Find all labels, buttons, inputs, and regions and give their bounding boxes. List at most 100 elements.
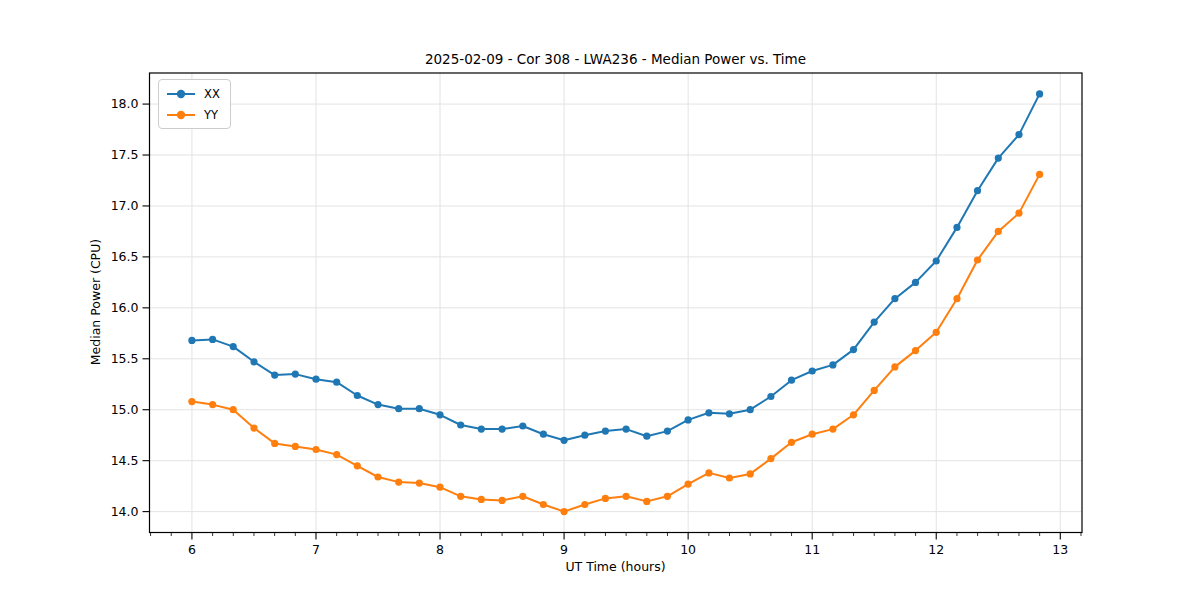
figure: 2025-02-09 - Cor 308 - LWA236 - Median P… xyxy=(0,0,1200,600)
data-point-XX xyxy=(230,343,237,350)
data-point-YY xyxy=(478,496,485,503)
data-point-XX xyxy=(664,428,671,435)
data-point-YY xyxy=(1036,171,1043,178)
data-point-XX xyxy=(416,405,423,412)
data-point-XX xyxy=(726,410,733,417)
data-point-XX xyxy=(788,377,795,384)
data-point-YY xyxy=(209,401,216,408)
data-point-XX xyxy=(436,411,443,418)
data-point-XX xyxy=(292,371,299,378)
y-tick-label: 17.5 xyxy=(111,147,139,162)
x-tick-label: 12 xyxy=(928,542,944,557)
data-point-XX xyxy=(478,426,485,433)
data-point-XX xyxy=(602,428,609,435)
data-point-YY xyxy=(292,443,299,450)
legend-item-XX: XX xyxy=(166,83,220,104)
data-point-XX xyxy=(271,372,278,379)
data-point-XX xyxy=(891,295,898,302)
data-point-YY xyxy=(374,473,381,480)
y-tick-label: 15.0 xyxy=(111,402,139,417)
data-point-XX xyxy=(1036,90,1043,97)
data-point-XX xyxy=(312,376,319,383)
y-tick-label: 15.5 xyxy=(111,351,139,366)
data-point-XX xyxy=(561,437,568,444)
x-tick-label: 8 xyxy=(436,542,444,557)
data-point-XX xyxy=(581,432,588,439)
x-tick-label: 13 xyxy=(1052,542,1068,557)
data-point-YY xyxy=(540,501,547,508)
data-point-YY xyxy=(747,470,754,477)
data-point-YY xyxy=(995,228,1002,235)
data-point-XX xyxy=(912,279,919,286)
data-point-XX xyxy=(705,409,712,416)
data-point-XX xyxy=(499,426,506,433)
x-axis-label: UT Time (hours) xyxy=(149,559,1082,574)
data-point-YY xyxy=(809,431,816,438)
legend-label: YY xyxy=(204,108,218,122)
x-tick-label: 10 xyxy=(680,542,696,557)
legend-label: XX xyxy=(204,87,220,101)
y-tick-label: 14.5 xyxy=(111,453,139,468)
legend-marker-XX xyxy=(166,87,196,101)
data-point-YY xyxy=(685,481,692,488)
data-point-XX xyxy=(995,155,1002,162)
data-point-YY xyxy=(643,498,650,505)
data-point-YY xyxy=(271,440,278,447)
x-tick-label: 7 xyxy=(312,542,320,557)
x-tick-label: 6 xyxy=(188,542,196,557)
data-point-YY xyxy=(933,329,940,336)
data-point-YY xyxy=(250,425,257,432)
data-point-YY xyxy=(953,295,960,302)
y-tick-label: 17.0 xyxy=(111,198,139,213)
data-point-XX xyxy=(354,392,361,399)
legend-item-YY: YY xyxy=(166,104,220,125)
data-point-YY xyxy=(354,462,361,469)
data-point-XX xyxy=(829,361,836,368)
data-point-XX xyxy=(374,401,381,408)
data-point-YY xyxy=(519,493,526,500)
data-point-XX xyxy=(623,426,630,433)
data-point-XX xyxy=(250,358,257,365)
data-point-YY xyxy=(788,439,795,446)
legend: XX YY xyxy=(158,79,231,129)
legend-marker-YY xyxy=(166,108,196,122)
data-point-YY xyxy=(912,347,919,354)
data-point-XX xyxy=(643,433,650,440)
data-point-XX xyxy=(685,416,692,423)
data-point-XX xyxy=(747,406,754,413)
data-point-YY xyxy=(333,451,340,458)
data-point-XX xyxy=(333,379,340,386)
x-tick-label: 9 xyxy=(560,542,568,557)
data-point-XX xyxy=(395,405,402,412)
data-point-YY xyxy=(230,406,237,413)
data-point-YY xyxy=(416,480,423,487)
y-tick-label: 14.0 xyxy=(111,504,139,519)
data-point-XX xyxy=(188,337,195,344)
x-tick-label: 11 xyxy=(804,542,820,557)
data-point-XX xyxy=(974,187,981,194)
data-point-YY xyxy=(436,484,443,491)
data-point-XX xyxy=(933,257,940,264)
data-point-YY xyxy=(726,474,733,481)
data-point-YY xyxy=(871,387,878,394)
data-point-YY xyxy=(395,479,402,486)
data-point-YY xyxy=(705,469,712,476)
data-point-XX xyxy=(767,393,774,400)
data-point-YY xyxy=(581,501,588,508)
data-point-XX xyxy=(540,431,547,438)
data-point-YY xyxy=(767,455,774,462)
data-point-XX xyxy=(519,422,526,429)
data-point-YY xyxy=(850,411,857,418)
data-point-XX xyxy=(871,319,878,326)
data-point-YY xyxy=(664,493,671,500)
series-line-XX xyxy=(192,94,1040,440)
y-tick-label: 16.5 xyxy=(111,249,139,264)
y-tick-label: 18.0 xyxy=(111,96,139,111)
data-point-YY xyxy=(312,446,319,453)
y-tick-label: 16.0 xyxy=(111,300,139,315)
data-point-XX xyxy=(209,336,216,343)
data-point-YY xyxy=(602,495,609,502)
data-point-YY xyxy=(561,508,568,515)
data-point-XX xyxy=(457,421,464,428)
data-point-YY xyxy=(188,398,195,405)
